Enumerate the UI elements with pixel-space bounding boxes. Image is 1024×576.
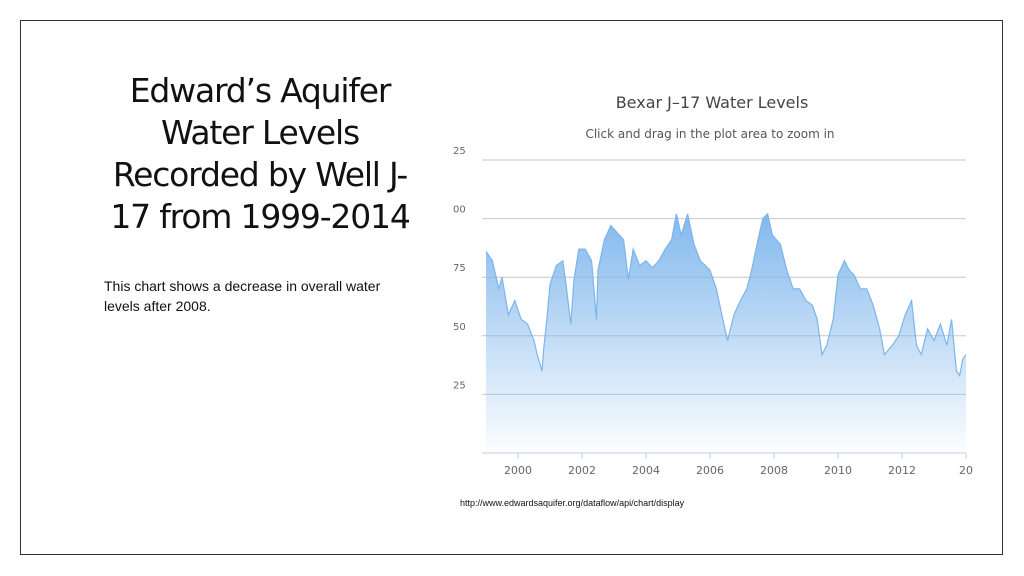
x-tick-label: 2004: [632, 464, 660, 477]
slide-body: This chart shows a decrease in overall w…: [104, 278, 381, 314]
y-tick-label: 25: [453, 380, 466, 391]
x-tick-label: 2012: [888, 464, 916, 477]
area-line: [485, 212, 967, 378]
slide-frame: [20, 20, 1003, 555]
slide-title-line: Edward’s Aquifer: [129, 71, 392, 110]
slide-title: Edward’s Aquifer Water Levels Recorded by …: [90, 70, 430, 238]
x-tick-label: 20: [959, 464, 973, 477]
x-tick-label: 2000: [504, 464, 532, 477]
chart-title: Bexar J–17 Water Levels: [616, 93, 809, 112]
y-tick-label: 75: [453, 263, 466, 274]
slide-title-line: Recorded by Well J-: [112, 155, 408, 194]
x-tick-label: 2006: [696, 464, 724, 477]
slide-title-line: Water Levels: [161, 113, 360, 152]
y-tick-label: 50: [453, 322, 466, 333]
x-tick-label: 2010: [824, 464, 852, 477]
y-tick-label: 00: [453, 205, 466, 216]
x-tick-label: 2008: [760, 464, 788, 477]
area-fill: [486, 213, 966, 453]
y-tick-label: 25: [453, 146, 466, 157]
source-url: http://www.edwardsaquifer.org/dataflow/a…: [460, 498, 685, 508]
chart-subtitle: Click and drag in the plot area to zoom …: [585, 127, 834, 141]
x-tick-label: 2002: [568, 464, 596, 477]
slide-title-line: 17 from 1999-2014: [110, 197, 410, 236]
